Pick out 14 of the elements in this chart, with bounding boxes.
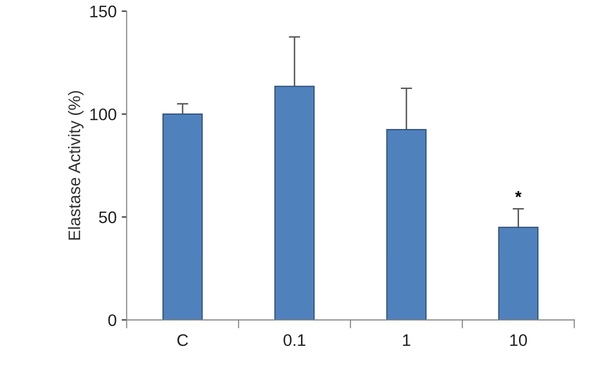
y-tick-label: 0 bbox=[108, 314, 116, 326]
bar bbox=[386, 128, 427, 320]
x-tick-label: C bbox=[177, 334, 188, 346]
y-tick-label: 50 bbox=[99, 211, 116, 224]
y-tick-label: 150 bbox=[90, 6, 116, 18]
x-tick-label: 1 bbox=[403, 334, 410, 346]
y-tick-label: 100 bbox=[90, 108, 116, 120]
annotation: * bbox=[515, 191, 522, 198]
bar bbox=[162, 114, 203, 320]
x-tick-label: 0.1 bbox=[284, 334, 306, 346]
bar bbox=[274, 86, 315, 320]
x-tick-label: 10 bbox=[510, 334, 527, 346]
y-axis-title: Elastase Activity (%) bbox=[68, 91, 84, 240]
bar bbox=[498, 226, 538, 320]
